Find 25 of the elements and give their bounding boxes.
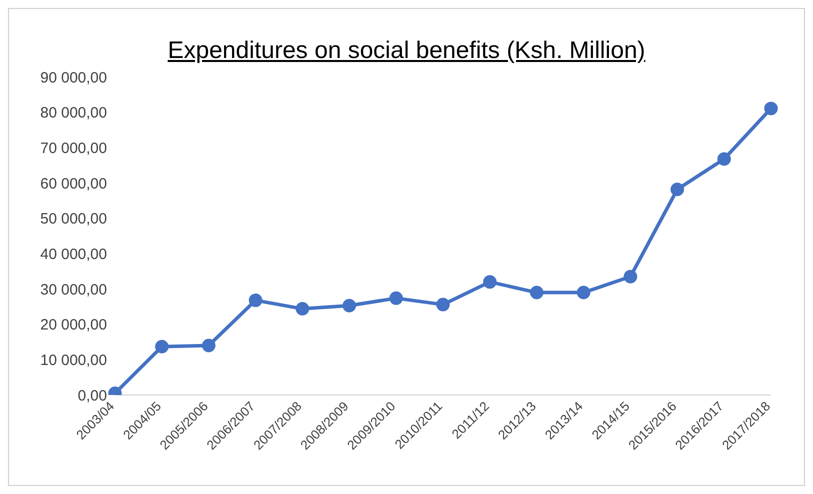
point: [670, 182, 684, 196]
y-tick-label: 80 000,00: [40, 104, 107, 122]
point: [155, 340, 169, 354]
point: [342, 298, 356, 312]
y-tick-label: 50 000,00: [40, 210, 107, 228]
y-tick-label: 30 000,00: [40, 281, 107, 298]
y-tick-label: 10 000,00: [40, 352, 107, 369]
point: [576, 286, 590, 300]
point: [764, 102, 778, 116]
y-tick-label: 70 000,00: [40, 140, 107, 157]
y-tick-label: 60 000,00: [40, 175, 107, 192]
point: [530, 286, 544, 300]
y-tick-label: 90 000,00: [40, 69, 107, 86]
point: [717, 152, 731, 166]
chart-title: Expenditures on social benefits (Ksh. Million): [166, 37, 646, 65]
y-tick-label: 20 000,00: [40, 316, 107, 334]
point: [436, 298, 450, 312]
point: [202, 338, 216, 352]
y-tick-label: 40 000,00: [40, 246, 107, 263]
point: [296, 302, 310, 316]
point: [483, 275, 497, 289]
point: [389, 291, 403, 305]
point: [624, 270, 638, 284]
y-tick-label: 0,00: [78, 387, 107, 404]
point: [248, 294, 262, 308]
